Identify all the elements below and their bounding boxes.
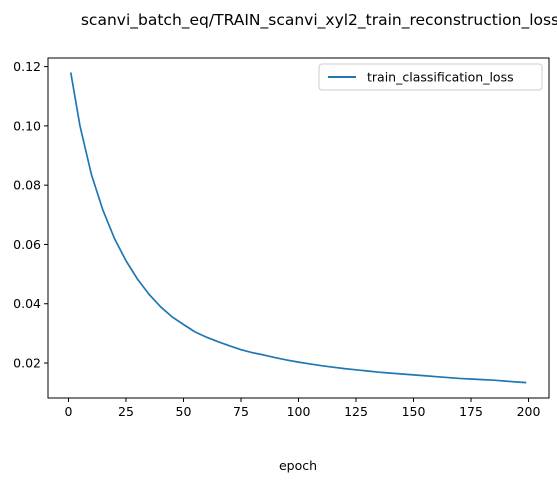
- x-tick-label: 150: [402, 404, 426, 419]
- x-tick-label: 75: [233, 404, 249, 419]
- y-axis: 0.02 0.04 0.06 0.08 0.10 0.12: [13, 59, 48, 371]
- series-layer: [69, 72, 527, 384]
- y-tick-label: 0.08: [13, 178, 41, 193]
- x-tick-label: 125: [344, 404, 368, 419]
- x-axis: 0 25 50 75 100 125 150 175 200: [64, 398, 541, 419]
- x-tick-label: 175: [459, 404, 483, 419]
- x-tick-label: 100: [287, 404, 311, 419]
- y-tick-label: 0.06: [13, 237, 41, 252]
- x-tick-label: 50: [176, 404, 192, 419]
- y-tick-label: 0.02: [13, 356, 41, 371]
- y-tick-label: 0.10: [13, 118, 41, 133]
- x-tick-label: 200: [517, 404, 541, 419]
- series-line: [69, 72, 527, 384]
- x-axis-label: epoch: [279, 458, 317, 473]
- legend-label: train_classification_loss: [367, 70, 514, 85]
- y-tick-label: 0.04: [13, 296, 41, 311]
- x-tick-label: 0: [64, 404, 72, 419]
- x-tick-label: 25: [118, 404, 134, 419]
- y-tick-label: 0.12: [13, 59, 41, 74]
- chart-title: scanvi_batch_eq/TRAIN_scanvi_xyl2_train_…: [81, 11, 557, 30]
- plot-frame: [47, 57, 550, 399]
- legend-box: [318, 63, 543, 91]
- legend: train_classification_loss: [318, 63, 543, 91]
